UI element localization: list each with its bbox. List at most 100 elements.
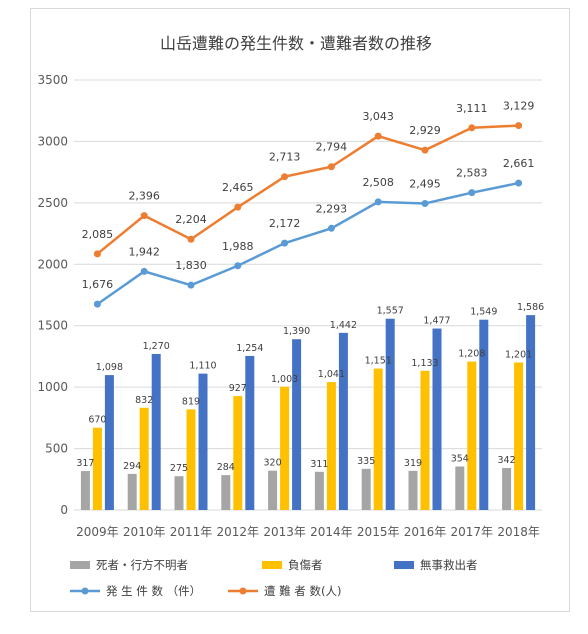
y-tick-label: 0 [60, 503, 68, 517]
line-value-label: 1,988 [222, 240, 254, 253]
bar [420, 370, 430, 510]
line-point [281, 239, 289, 247]
line-point [281, 173, 289, 181]
bar [314, 471, 324, 510]
bar-value-label: 832 [135, 395, 153, 406]
line-value-label: 3,043 [362, 110, 394, 123]
bar-value-label: 294 [123, 461, 141, 472]
bar [280, 386, 290, 510]
bar [292, 339, 302, 510]
line-point [421, 146, 429, 154]
y-tick-label: 3500 [37, 73, 68, 87]
bar-value-label: 1,549 [470, 307, 497, 318]
bar [92, 427, 102, 510]
bar-value-label: 320 [264, 458, 282, 469]
line-value-label: 3,129 [503, 100, 535, 113]
x-tick-label: 2010年 [123, 525, 166, 539]
line-value-label: 2,508 [362, 176, 394, 189]
line-value-label: 2,204 [175, 213, 207, 226]
bar-value-label: 1,110 [189, 361, 216, 372]
bar-value-label: 927 [229, 383, 247, 394]
bar-value-label: 1,201 [505, 349, 532, 360]
bar-value-label: 670 [88, 415, 106, 426]
chart-frame [30, 8, 570, 612]
bar [338, 332, 348, 510]
line-value-label: 2,713 [269, 151, 301, 164]
y-axis-ticks: 0 500 1000 1500 2000 2500 3000 3500 [37, 73, 68, 517]
bar-value-label: 1,133 [411, 358, 438, 369]
line-value-label: 2,661 [503, 157, 535, 170]
series-line [96, 181, 519, 306]
legend-label: 負傷者 [288, 558, 323, 572]
line-value-label: 2,794 [316, 141, 348, 154]
line-point [187, 235, 195, 243]
bar [151, 353, 161, 510]
x-tick-label: 2017年 [451, 525, 494, 539]
bar-value-label: 1,442 [330, 320, 357, 331]
line-labels: 1,676 1,942 1,830 1,988 2,172 2,293 2,508 2,495… [82, 100, 535, 292]
line-value-label: 2,583 [456, 167, 488, 180]
bar [139, 407, 149, 510]
line-point [468, 189, 476, 197]
line-point [468, 124, 476, 132]
bar-value-label: 335 [357, 456, 375, 467]
line-point [93, 250, 101, 258]
bar-value-label: 275 [170, 463, 188, 474]
y-tick-label: 2000 [37, 257, 68, 271]
bar-value-label: 342 [498, 455, 516, 466]
bar [455, 466, 465, 510]
x-tick-label: 2011年 [170, 525, 213, 539]
x-tick-label: 2015年 [357, 525, 400, 539]
line-point [327, 224, 335, 232]
line-point [374, 132, 382, 140]
line-value-label: 2,293 [316, 202, 348, 215]
line-point [421, 199, 429, 207]
line-value-label: 2,172 [269, 217, 301, 230]
bar [104, 375, 114, 510]
legend-marker [239, 587, 247, 595]
line-point [234, 262, 242, 270]
line-value-label: 1,676 [82, 278, 114, 291]
line-value-label: 2,085 [82, 228, 114, 241]
bar-value-label: 1,557 [377, 306, 404, 317]
line-point [93, 300, 101, 308]
legend-swatch [262, 561, 282, 569]
line-point [140, 267, 148, 275]
chart-title: 山岳遭難の発生件数・遭難者数の推移 [160, 34, 432, 53]
line-point [374, 198, 382, 206]
y-tick-label: 2500 [37, 196, 68, 210]
bar [479, 319, 489, 510]
x-tick-label: 2009年 [76, 525, 119, 539]
x-tick-label: 2016年 [404, 525, 447, 539]
bar [432, 328, 442, 510]
line-point [187, 281, 195, 289]
line-point [515, 122, 523, 130]
bar-value-label: 1,586 [517, 302, 544, 313]
bar [198, 373, 208, 510]
line-point [515, 179, 523, 187]
bar [268, 470, 278, 510]
bar [467, 361, 477, 510]
bar-value-label: 1,390 [283, 326, 310, 337]
bar-value-label: 1,254 [236, 343, 263, 354]
x-axis-ticks: 2009年 2010年 2011年 2012年 2013年 2014年 2015年 2016年… [76, 525, 540, 539]
bar [408, 470, 418, 510]
series-line [96, 124, 519, 255]
bar-value-label: 1,151 [365, 356, 392, 367]
bar-value-label: 354 [451, 454, 469, 465]
bar [80, 471, 90, 510]
bar-value-label: 1,098 [96, 362, 123, 373]
bar [326, 382, 336, 510]
bar [385, 318, 395, 510]
legend-label: 無事救出者 [420, 558, 478, 572]
legend-label: 死者・行方不明者 [96, 558, 188, 572]
bar-value-label: 284 [217, 462, 235, 473]
line-value-label: 1,942 [128, 245, 160, 258]
legend-label: 発 生 件 数 （件） [106, 584, 201, 598]
line-point [234, 203, 242, 211]
bar [233, 396, 243, 510]
bar-value-label: 819 [182, 396, 200, 407]
bar [361, 468, 371, 510]
bar [514, 362, 524, 510]
